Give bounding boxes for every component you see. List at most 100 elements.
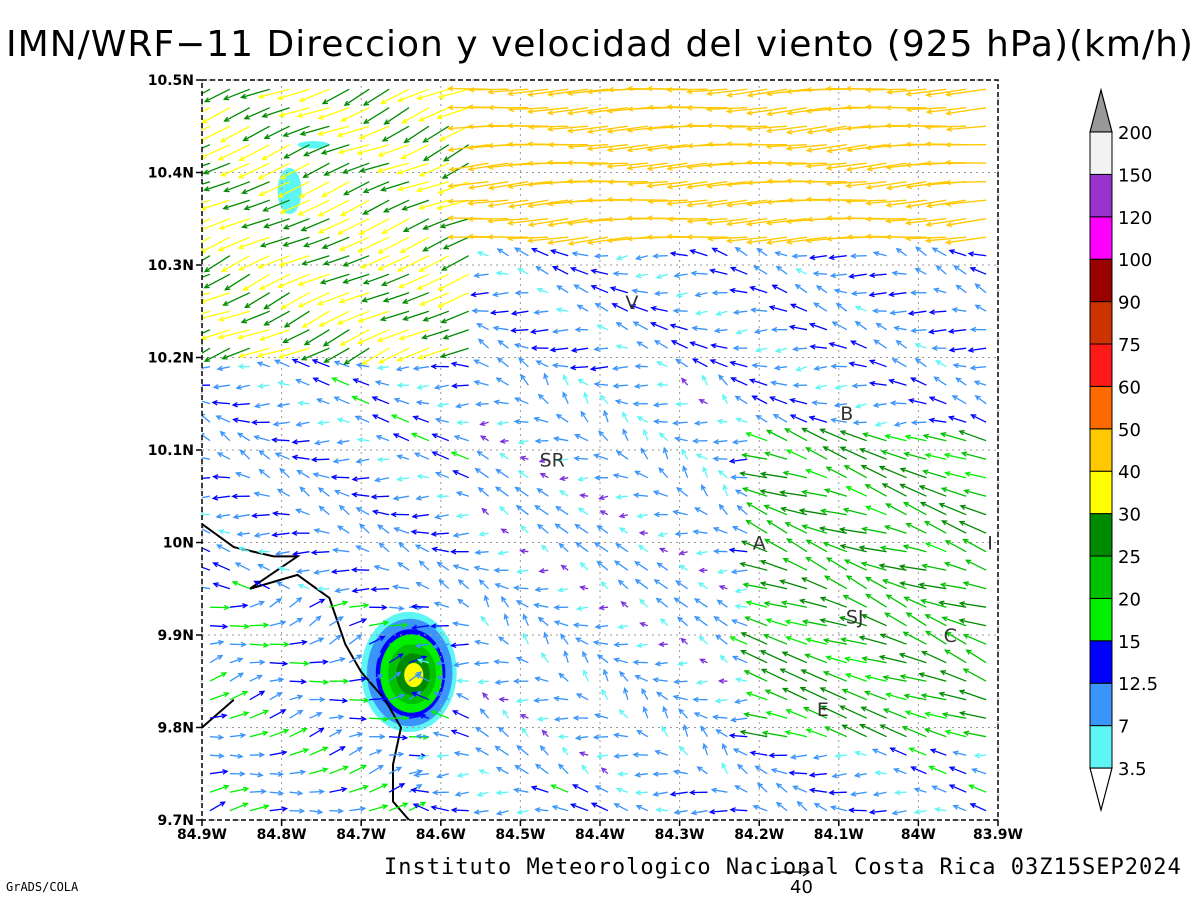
wind-vector xyxy=(789,303,808,312)
wind-vector xyxy=(577,476,589,482)
wind-vector xyxy=(788,770,808,776)
wind-vector xyxy=(606,162,648,170)
wind-vector xyxy=(493,659,509,665)
wind-vector xyxy=(238,255,270,271)
wind-vector xyxy=(513,787,529,794)
wind-vector xyxy=(222,199,250,210)
wind-vector xyxy=(615,321,629,331)
wind-vector xyxy=(859,723,887,738)
wind-vector xyxy=(924,614,947,627)
wind-vector xyxy=(615,344,629,350)
wind-vector xyxy=(534,676,549,682)
x-tick-label: 84W xyxy=(901,827,936,843)
wind-vector xyxy=(388,766,403,775)
wind-vector xyxy=(253,402,270,409)
wind-vector xyxy=(712,527,728,534)
wind-vector xyxy=(775,782,788,793)
wind-vector xyxy=(215,513,231,519)
wind-vector xyxy=(474,549,489,556)
wind-vector xyxy=(839,446,867,460)
wind-vector xyxy=(497,726,509,738)
wind-vector xyxy=(865,87,907,93)
wind-vector xyxy=(828,341,847,349)
wind-vector xyxy=(924,711,947,719)
wind-vector xyxy=(924,124,967,130)
wind-vector xyxy=(919,598,947,608)
wind-vector xyxy=(879,724,907,738)
wind-vector xyxy=(726,199,768,208)
colorbar-label: 90 xyxy=(1118,293,1141,314)
wind-vector xyxy=(282,329,310,343)
wind-vector xyxy=(745,691,768,701)
wind-vector xyxy=(622,428,629,441)
wind-vector xyxy=(402,310,430,321)
wind-vector xyxy=(202,329,231,341)
wind-vector xyxy=(933,806,947,813)
wind-vector xyxy=(765,125,808,134)
wind-vector xyxy=(209,769,229,775)
wind-vector xyxy=(732,748,748,756)
wind-vector xyxy=(925,630,947,645)
wind-vector xyxy=(257,88,290,99)
wind-vector xyxy=(958,710,987,719)
wind-vector xyxy=(473,809,489,815)
wind-vector xyxy=(808,772,827,778)
wind-vector xyxy=(389,605,405,612)
wind-vector xyxy=(658,547,668,553)
wind-vector xyxy=(669,323,688,331)
wind-vector xyxy=(881,579,907,590)
wind-vector xyxy=(705,88,748,97)
wind-vector xyxy=(938,691,967,701)
wind-vector xyxy=(422,310,450,322)
wind-vector xyxy=(289,660,310,667)
wind-vector xyxy=(477,338,490,349)
wind-vector xyxy=(276,402,290,408)
wind-vector xyxy=(745,218,788,227)
wind-vector xyxy=(673,272,688,279)
wind-vector xyxy=(944,159,987,166)
wind-vector xyxy=(572,622,589,628)
wind-vector xyxy=(639,621,649,628)
wind-vector xyxy=(289,748,310,756)
wind-vector xyxy=(681,377,689,386)
wind-vector xyxy=(497,339,509,349)
wind-vector xyxy=(702,742,709,756)
wind-vector xyxy=(635,805,649,812)
wind-vector xyxy=(686,218,728,224)
wind-vector xyxy=(678,745,689,756)
wind-vector xyxy=(455,403,469,409)
wind-vector xyxy=(513,342,529,349)
wind-vector xyxy=(728,547,748,553)
wind-vector xyxy=(924,236,967,244)
wind-vector xyxy=(678,550,688,556)
wind-vector xyxy=(510,327,529,334)
wind-vector xyxy=(400,144,430,159)
wind-vector xyxy=(730,377,748,386)
wind-vector xyxy=(901,725,927,738)
wind-vector xyxy=(909,377,927,386)
wind-vector xyxy=(547,142,589,148)
wind-vector xyxy=(656,562,669,571)
wind-vector xyxy=(958,618,987,627)
wind-vector xyxy=(291,439,310,445)
wind-vector xyxy=(422,125,450,143)
station-label: A xyxy=(753,533,766,555)
wind-vector xyxy=(831,321,848,331)
wind-vector xyxy=(969,364,987,371)
wind-vector xyxy=(681,448,689,460)
wind-vector xyxy=(766,519,788,534)
wind-vector xyxy=(316,125,350,137)
wind-vector xyxy=(209,691,230,701)
wind-vector xyxy=(618,512,629,519)
wind-vector xyxy=(765,618,788,627)
wind-vector xyxy=(202,273,211,278)
wind-vector xyxy=(730,717,748,723)
wind-vector xyxy=(478,769,489,775)
wind-vector xyxy=(209,639,225,646)
wind-vector xyxy=(489,309,509,316)
wind-vector xyxy=(839,543,867,553)
wind-vector xyxy=(617,771,628,777)
wind-vector xyxy=(682,465,689,478)
wind-vector xyxy=(872,791,887,797)
wind-vector xyxy=(822,671,848,682)
